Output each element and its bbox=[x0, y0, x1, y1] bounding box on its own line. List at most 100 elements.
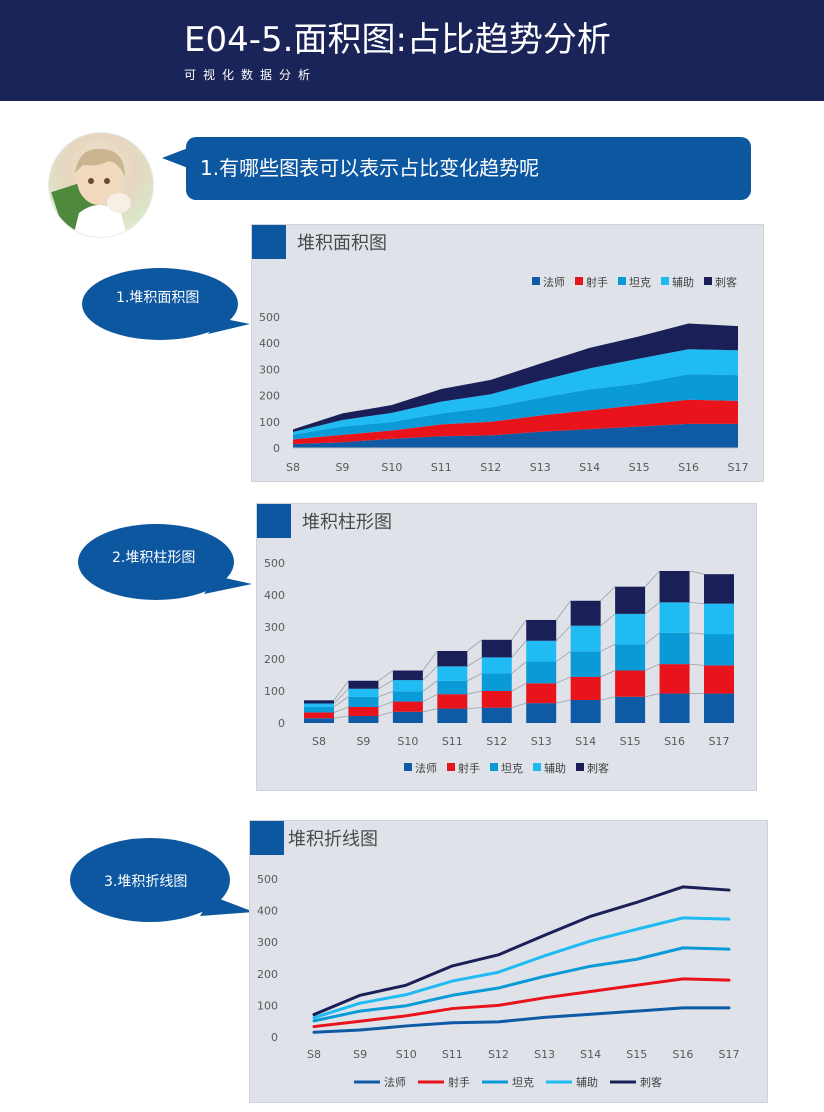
callout-text: 1.堆积面积图 bbox=[116, 290, 200, 306]
x-tick-label: S16 bbox=[678, 461, 699, 474]
series-connector bbox=[600, 586, 616, 602]
y-tick-label: 300 bbox=[264, 621, 285, 634]
series-connector bbox=[689, 570, 705, 575]
x-tick-label: S12 bbox=[488, 1048, 509, 1061]
series-connector bbox=[511, 702, 527, 709]
y-tick-label: 400 bbox=[257, 905, 278, 918]
legend-swatch bbox=[575, 277, 583, 285]
avatar-illustration bbox=[51, 148, 131, 237]
legend-label: 射手 bbox=[458, 761, 480, 775]
x-tick-label: S14 bbox=[580, 1048, 601, 1061]
legend-label: 坦克 bbox=[629, 275, 651, 289]
bar-法师 bbox=[615, 696, 646, 723]
area-series-射手 bbox=[293, 399, 738, 445]
x-tick-label: S9 bbox=[353, 1048, 367, 1061]
legend-swatch bbox=[532, 277, 540, 285]
bar-刺客 bbox=[615, 586, 646, 614]
series-connector bbox=[467, 639, 483, 652]
y-tick-label: 200 bbox=[264, 653, 285, 666]
bar-射手 bbox=[348, 707, 379, 716]
x-tick-label: S8 bbox=[286, 461, 300, 474]
y-tick-label: 500 bbox=[264, 557, 285, 570]
series-connector bbox=[600, 696, 616, 701]
bar-法师 bbox=[348, 715, 379, 723]
y-tick-label: 200 bbox=[259, 390, 280, 403]
bar-坦克 bbox=[304, 706, 334, 713]
area-series-刺客 bbox=[293, 323, 738, 433]
stacked-column-chart: 0 100 200 300 400 500 S8 S9 S10 S11 S12 S13 S14 S15 S1… bbox=[264, 557, 734, 775]
series-connector bbox=[467, 673, 482, 682]
series-connector bbox=[333, 688, 349, 704]
x-tick-label: S17 bbox=[728, 461, 749, 474]
x-tick-label: S12 bbox=[486, 735, 507, 748]
x-tick-label: S10 bbox=[396, 1048, 417, 1061]
legend-label: 辅助 bbox=[672, 275, 694, 289]
series-connector bbox=[689, 663, 705, 666]
title-marker bbox=[250, 821, 284, 855]
legend-swatch bbox=[490, 763, 498, 771]
chart-panel-stacked-area: 堆积面积图 0 100 200 300 400 500 S8 S9 S10 S11 S12 S13 S1… bbox=[251, 224, 764, 482]
x-tick-label: S9 bbox=[356, 735, 370, 748]
series-connector bbox=[378, 670, 394, 682]
chart-title: 堆积柱形图 bbox=[302, 512, 392, 533]
bar-法师 bbox=[304, 718, 334, 723]
bar-辅助 bbox=[526, 640, 557, 662]
bar-刺客 bbox=[659, 571, 690, 603]
y-tick-label: 100 bbox=[259, 416, 280, 429]
legend-swatch bbox=[704, 277, 712, 285]
legend-swatch bbox=[533, 763, 541, 771]
bar-射手 bbox=[392, 701, 423, 712]
series-connector bbox=[644, 602, 660, 615]
series-connector bbox=[511, 682, 527, 692]
bar-刺客 bbox=[481, 639, 512, 658]
series-connector bbox=[467, 690, 482, 695]
x-tick-label: S11 bbox=[442, 735, 463, 748]
bar-射手 bbox=[615, 670, 646, 697]
series-connector bbox=[644, 663, 660, 671]
bar-射手 bbox=[659, 664, 690, 694]
x-tick-label: S10 bbox=[381, 461, 402, 474]
bar-辅助 bbox=[392, 680, 423, 692]
bar-刺客 bbox=[704, 574, 734, 604]
callout-shape bbox=[82, 268, 250, 340]
x-tick-label: S15 bbox=[629, 461, 650, 474]
bar-射手 bbox=[437, 694, 468, 709]
avatar bbox=[48, 132, 154, 238]
bar-法师 bbox=[437, 708, 468, 723]
series-connector bbox=[333, 680, 349, 701]
x-tick-label: S12 bbox=[480, 461, 501, 474]
y-tick-label: 0 bbox=[273, 442, 280, 455]
series-connector bbox=[378, 690, 394, 698]
chart-title: 堆积折线图 bbox=[288, 829, 378, 850]
legend-label: 辅助 bbox=[576, 1075, 598, 1089]
series-connector bbox=[689, 632, 705, 635]
y-tick-label: 500 bbox=[257, 873, 278, 886]
line-series-法师 bbox=[312, 1006, 731, 1034]
legend-label: 坦克 bbox=[501, 761, 523, 775]
bar-坦克 bbox=[481, 673, 512, 691]
bar-辅助 bbox=[481, 657, 512, 674]
x-tick-label: S14 bbox=[579, 461, 600, 474]
bar-刺客 bbox=[348, 680, 379, 689]
legend-label: 刺客 bbox=[640, 1075, 662, 1089]
y-tick-label: 200 bbox=[257, 968, 278, 981]
question-bubble-tail bbox=[162, 148, 188, 168]
x-tick-label: S13 bbox=[534, 1048, 555, 1061]
bar-法师 bbox=[704, 693, 734, 723]
bar-刺客 bbox=[437, 651, 468, 667]
page-subtitle: 可视化数据分析 bbox=[184, 68, 318, 82]
y-tick-label: 400 bbox=[264, 589, 285, 602]
series-connector bbox=[422, 680, 438, 692]
x-tick-label: S15 bbox=[626, 1048, 647, 1061]
series-connector bbox=[600, 613, 616, 627]
bar-辅助 bbox=[570, 625, 601, 652]
series-connector bbox=[555, 600, 571, 621]
series-connector bbox=[511, 640, 527, 658]
bar-坦克 bbox=[659, 632, 690, 665]
line-series-刺客 bbox=[312, 885, 731, 1017]
series-connector bbox=[645, 693, 660, 698]
chart-panel-stacked-line: 堆积折线图 0 100 200 300 400 500 S8 S9 S10 S11 S12 S13 S1… bbox=[249, 820, 768, 1103]
callout-text: 2.堆积柱形图 bbox=[112, 550, 196, 566]
area-series-辅助 bbox=[293, 349, 738, 435]
stacked-area-chart: 0 100 200 300 400 500 S8 S9 S10 S11 S12 S13 S14 S15 S1… bbox=[259, 275, 749, 474]
